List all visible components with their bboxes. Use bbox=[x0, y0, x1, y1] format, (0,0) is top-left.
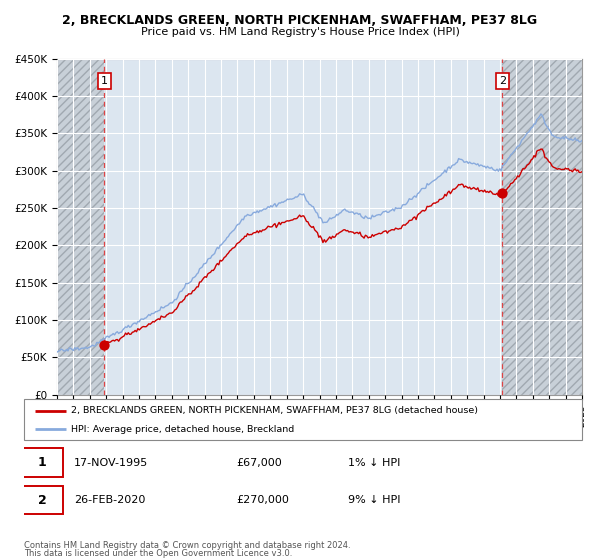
Text: £67,000: £67,000 bbox=[236, 458, 282, 468]
Text: 26-FEB-2020: 26-FEB-2020 bbox=[74, 495, 146, 505]
Text: Contains HM Land Registry data © Crown copyright and database right 2024.: Contains HM Land Registry data © Crown c… bbox=[24, 541, 350, 550]
Text: 1% ↓ HPI: 1% ↓ HPI bbox=[347, 458, 400, 468]
Text: 17-NOV-1995: 17-NOV-1995 bbox=[74, 458, 148, 468]
Text: 2, BRECKLANDS GREEN, NORTH PICKENHAM, SWAFFHAM, PE37 8LG (detached house): 2, BRECKLANDS GREEN, NORTH PICKENHAM, SW… bbox=[71, 406, 478, 415]
Text: 2: 2 bbox=[38, 493, 47, 507]
Point bbox=[100, 340, 109, 349]
Text: This data is licensed under the Open Government Licence v3.0.: This data is licensed under the Open Gov… bbox=[24, 549, 292, 558]
Text: 2, BRECKLANDS GREEN, NORTH PICKENHAM, SWAFFHAM, PE37 8LG: 2, BRECKLANDS GREEN, NORTH PICKENHAM, SW… bbox=[62, 14, 538, 27]
FancyBboxPatch shape bbox=[21, 449, 63, 477]
Text: 2: 2 bbox=[499, 76, 506, 86]
Text: HPI: Average price, detached house, Breckland: HPI: Average price, detached house, Brec… bbox=[71, 424, 295, 433]
Text: £270,000: £270,000 bbox=[236, 495, 289, 505]
Text: 9% ↓ HPI: 9% ↓ HPI bbox=[347, 495, 400, 505]
Text: Price paid vs. HM Land Registry's House Price Index (HPI): Price paid vs. HM Land Registry's House … bbox=[140, 27, 460, 37]
FancyBboxPatch shape bbox=[21, 486, 63, 514]
Text: 1: 1 bbox=[38, 456, 47, 469]
Point bbox=[497, 189, 507, 198]
Text: 1: 1 bbox=[101, 76, 108, 86]
